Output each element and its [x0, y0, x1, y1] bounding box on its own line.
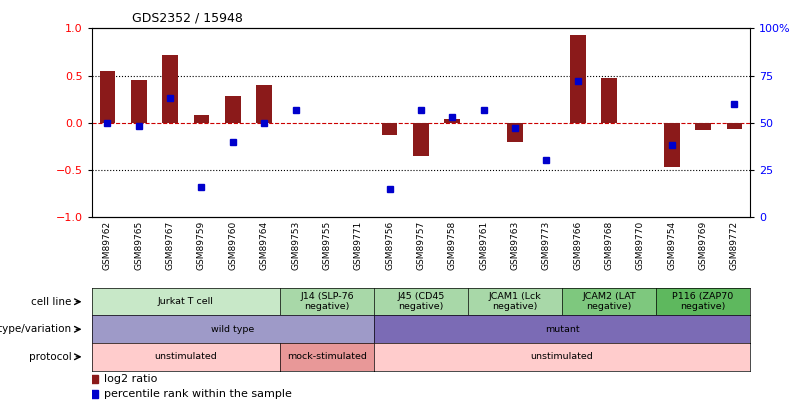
Text: GSM89757: GSM89757 [417, 221, 425, 270]
Bar [727, 123, 742, 129]
Text: GSM89771: GSM89771 [354, 221, 363, 270]
Text: J14 (SLP-76
negative): J14 (SLP-76 negative) [300, 292, 354, 311]
Text: GSM89769: GSM89769 [698, 221, 708, 270]
Text: GSM89762: GSM89762 [103, 221, 112, 270]
Text: unstimulated: unstimulated [155, 352, 217, 361]
Text: GSM89763: GSM89763 [511, 221, 519, 270]
Text: mutant: mutant [545, 325, 579, 334]
Text: GSM89758: GSM89758 [448, 221, 456, 270]
Bar [100, 71, 115, 123]
Text: GSM89764: GSM89764 [259, 221, 269, 270]
Bar [162, 55, 178, 123]
Text: JCAM1 (Lck
negative): JCAM1 (Lck negative) [488, 292, 541, 311]
Text: P116 (ZAP70
negative): P116 (ZAP70 negative) [673, 292, 733, 311]
Bar [508, 123, 523, 142]
Text: J45 (CD45
negative): J45 (CD45 negative) [397, 292, 444, 311]
Bar [664, 123, 680, 167]
Text: mock-stimulated: mock-stimulated [287, 352, 367, 361]
Text: GSM89767: GSM89767 [166, 221, 175, 270]
Text: GSM89770: GSM89770 [636, 221, 645, 270]
Text: wild type: wild type [211, 325, 255, 334]
Bar [601, 78, 617, 123]
Text: GSM89766: GSM89766 [573, 221, 583, 270]
Bar [381, 123, 397, 135]
Text: cell line: cell line [31, 297, 72, 307]
Text: unstimulated: unstimulated [531, 352, 594, 361]
Bar [570, 35, 586, 123]
Bar [256, 85, 272, 123]
Text: protocol: protocol [29, 352, 72, 362]
Text: GSM89768: GSM89768 [605, 221, 614, 270]
Text: log2 ratio: log2 ratio [104, 374, 157, 384]
Text: GSM89760: GSM89760 [228, 221, 237, 270]
Text: GSM89759: GSM89759 [197, 221, 206, 270]
Bar [225, 96, 241, 123]
Text: GSM89773: GSM89773 [542, 221, 551, 270]
Text: GSM89772: GSM89772 [730, 221, 739, 270]
Text: GSM89756: GSM89756 [385, 221, 394, 270]
Text: JCAM2 (LAT
negative): JCAM2 (LAT negative) [583, 292, 636, 311]
Text: GSM89765: GSM89765 [134, 221, 144, 270]
Bar [695, 123, 711, 130]
Text: percentile rank within the sample: percentile rank within the sample [104, 389, 291, 399]
Bar [413, 123, 429, 156]
Text: GDS2352 / 15948: GDS2352 / 15948 [132, 11, 243, 24]
Text: GSM89753: GSM89753 [291, 221, 300, 270]
Text: GSM89754: GSM89754 [667, 221, 676, 270]
Bar [131, 80, 147, 123]
Text: Jurkat T cell: Jurkat T cell [158, 297, 214, 306]
Bar [194, 115, 209, 123]
Text: GSM89761: GSM89761 [479, 221, 488, 270]
Bar [444, 119, 460, 123]
Text: GSM89755: GSM89755 [322, 221, 331, 270]
Text: genotype/variation: genotype/variation [0, 324, 72, 334]
